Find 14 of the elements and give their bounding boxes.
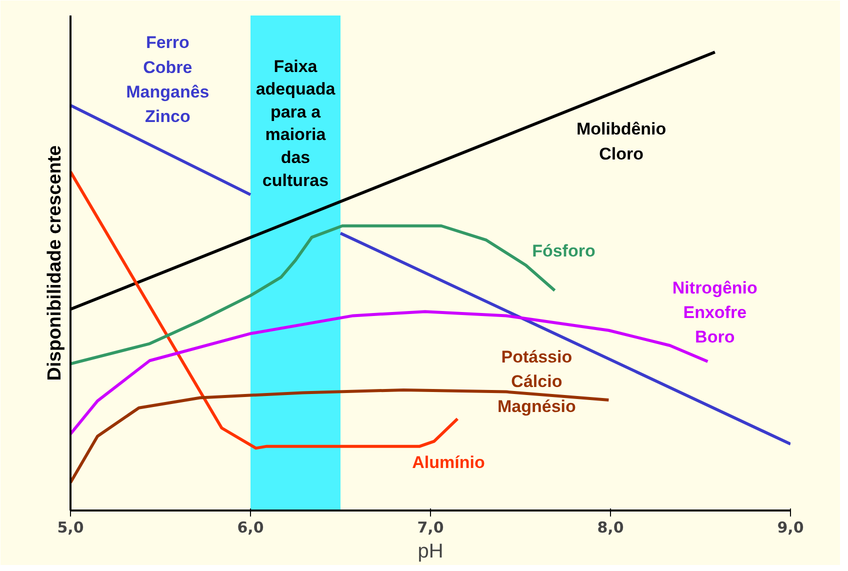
band-label: Faixa adequada para a maioria das culturas — [256, 56, 336, 190]
series-label: Molibdênio Cloro — [576, 120, 666, 164]
y-axis-title: Disponibilidade crescente — [44, 145, 66, 381]
x-tick-label: 8,0 — [597, 518, 624, 536]
series-label: Nitrogênio Enxofre Boro — [672, 278, 758, 347]
series-label: Ferro Cobre Manganês Zinco — [126, 33, 210, 126]
x-tick-label: 7,0 — [417, 518, 444, 536]
x-tick-label: 5,0 — [57, 518, 84, 536]
x-tick-label: 9,0 — [777, 518, 804, 536]
x-axis-title: pH — [418, 540, 444, 562]
series-label: Potássio Cálcio Magnésio — [498, 348, 576, 416]
x-tick-label: 6,0 — [237, 518, 264, 536]
series-label: Alumínio — [412, 452, 485, 472]
series-label: Fósforo — [532, 242, 596, 261]
